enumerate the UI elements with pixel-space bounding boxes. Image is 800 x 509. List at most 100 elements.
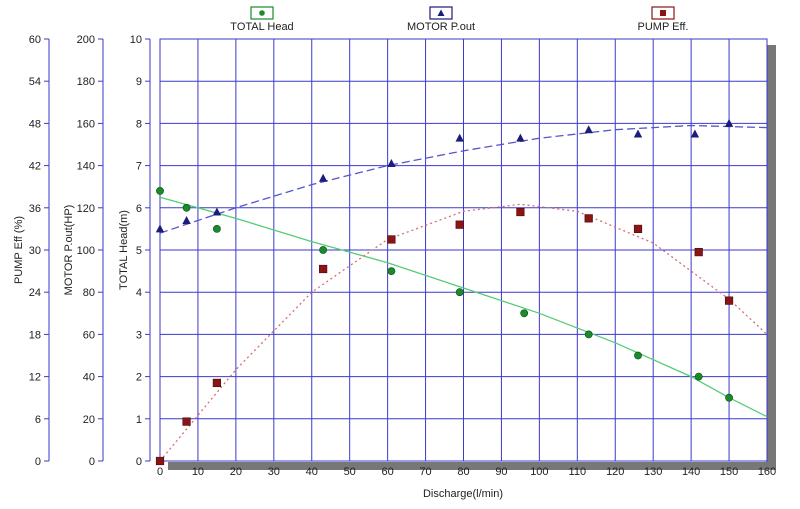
y-tick-label-eff: 42 xyxy=(29,161,41,173)
point-motor-pout xyxy=(318,173,328,182)
y-tick-label-pout: 180 xyxy=(77,76,95,88)
legend-circle-icon xyxy=(259,10,265,16)
point-motor-pout xyxy=(724,118,734,127)
point-pump-eff xyxy=(455,220,464,229)
y-tick-label-head: 3 xyxy=(136,329,142,341)
point-total-head xyxy=(455,288,464,297)
point-pump-eff xyxy=(182,417,191,426)
x-tick-label: 140 xyxy=(682,466,700,478)
legend-label-motor-pout: MOTOR P.out xyxy=(407,21,475,33)
y-tick-label-eff: 6 xyxy=(35,414,41,426)
point-pump-eff xyxy=(516,207,525,217)
point-pump-eff xyxy=(633,224,643,234)
y-tick-label-head: 9 xyxy=(136,76,142,88)
point-total-head xyxy=(319,246,328,254)
y-tick-label-eff: 54 xyxy=(29,76,41,88)
y-tick-label-pout: 100 xyxy=(77,245,95,257)
y-tick-label-eff: 12 xyxy=(29,372,41,384)
point-total-head xyxy=(156,187,164,195)
y-tick-label-eff: 30 xyxy=(29,245,41,257)
x-tick-label: 80 xyxy=(457,466,469,478)
y-tick-label-eff: 18 xyxy=(29,329,41,341)
y-tick-label-pout: 80 xyxy=(83,287,95,299)
legend-item-total-head: TOTAL Head xyxy=(230,6,294,33)
x-tick-label: 100 xyxy=(530,466,548,478)
point-total-head xyxy=(694,372,703,381)
pout-axis-label: MOTOR P.out(HP) xyxy=(63,205,75,296)
y-tick-label-pout: 200 xyxy=(77,34,95,46)
point-total-head xyxy=(182,203,191,212)
y-tick-label-head: 5 xyxy=(136,245,142,257)
y-tick-label-head: 4 xyxy=(136,287,142,299)
y-tick-label-pout: 140 xyxy=(77,161,95,173)
point-total-head xyxy=(520,309,529,318)
point-motor-pout xyxy=(387,158,396,167)
y-tick-label-pout: 20 xyxy=(83,414,95,426)
legend-item-motor-pout: MOTOR P.out xyxy=(407,6,475,33)
x-tick-label: 70 xyxy=(419,466,431,478)
x-tick-label: 60 xyxy=(382,466,394,478)
legend-item-pump-eff: PUMP Eff. xyxy=(638,6,689,33)
data-points xyxy=(155,118,734,466)
y-tick-label-head: 2 xyxy=(136,372,142,384)
legend-label-pump-eff: PUMP Eff. xyxy=(638,21,689,33)
y-tick-label-eff: 48 xyxy=(29,118,41,130)
point-total-head xyxy=(634,351,642,360)
eff-axis-label: PUMP Eff (%) xyxy=(13,216,25,284)
y-tick-label-pout: 160 xyxy=(77,118,95,130)
point-pump-eff xyxy=(155,456,165,466)
point-pump-eff xyxy=(694,248,703,257)
legend-square-icon xyxy=(660,10,666,16)
fit-curve xyxy=(159,124,768,234)
x-tick-label: 160 xyxy=(758,466,776,478)
fit-curve xyxy=(159,196,768,418)
x-tick-label: 20 xyxy=(230,466,242,478)
x-tick-label: 50 xyxy=(344,466,356,478)
point-pump-eff xyxy=(319,264,328,274)
x-tick-label: 30 xyxy=(268,466,280,478)
fit-curves xyxy=(159,124,768,462)
point-motor-pout xyxy=(212,207,222,216)
grid xyxy=(159,38,768,462)
point-motor-pout xyxy=(155,224,165,233)
plot-shadow xyxy=(766,45,776,470)
point-motor-pout xyxy=(455,133,464,142)
x-axis-label: Discharge(l/min) xyxy=(423,488,503,500)
point-total-head xyxy=(387,267,396,275)
x-tick-label: 120 xyxy=(606,466,624,478)
point-total-head xyxy=(584,330,593,339)
x-tick-label: 150 xyxy=(720,466,738,478)
y-tick-label-head: 10 xyxy=(130,34,142,46)
point-total-head xyxy=(725,393,733,402)
y-tick-label-eff: 24 xyxy=(29,287,41,299)
point-motor-pout xyxy=(516,133,525,142)
x-tick-label: 90 xyxy=(495,466,507,478)
legend-triangle-icon xyxy=(437,9,445,16)
legend-label-total-head: TOTAL Head xyxy=(230,21,293,33)
y-tick-label-pout: 120 xyxy=(77,203,95,215)
point-motor-pout xyxy=(633,129,643,138)
point-total-head xyxy=(213,224,221,233)
head-axis-label: TOTAL Head(m) xyxy=(118,210,130,290)
y-tick-label-pout: 60 xyxy=(83,329,95,341)
y-tick-label-pout: 40 xyxy=(83,372,95,384)
axes: 0 10 20 30 40 50 60 70 80 90 100 110 120 130 140 150 160… xyxy=(29,34,776,478)
y-tick-label-eff: 0 xyxy=(35,456,41,468)
y-tick-label-head: 8 xyxy=(136,118,142,130)
point-motor-pout xyxy=(690,129,700,138)
y-tick-label-head: 7 xyxy=(136,161,142,173)
x-tick-label: 130 xyxy=(644,466,662,478)
y-tick-label-pout: 0 xyxy=(89,456,95,468)
point-motor-pout xyxy=(182,215,191,224)
plot-shadow-bottom xyxy=(168,462,776,470)
y-tick-label-eff: 60 xyxy=(29,34,41,46)
x-tick-label: 40 xyxy=(306,466,318,478)
y-tick-label-head: 6 xyxy=(136,203,142,215)
point-pump-eff xyxy=(212,378,222,388)
y-tick-label-eff: 36 xyxy=(29,203,41,215)
legend: TOTAL Head MOTOR P.out PUMP Eff. xyxy=(230,6,689,33)
point-pump-eff xyxy=(724,296,734,305)
x-tick-label: 110 xyxy=(569,466,587,478)
point-motor-pout xyxy=(584,125,593,134)
